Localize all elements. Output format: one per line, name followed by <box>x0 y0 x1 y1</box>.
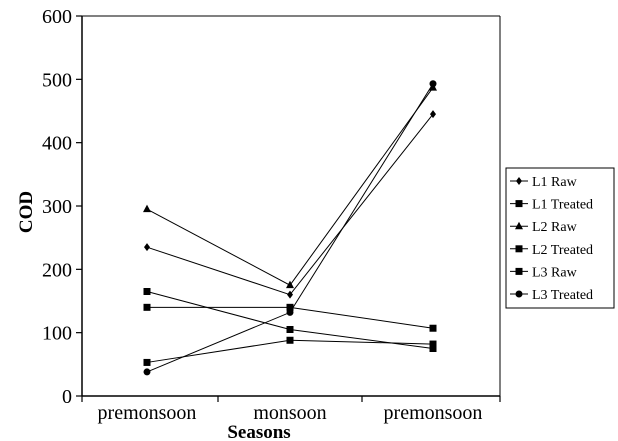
x-tick-label: premonsoon <box>98 402 197 424</box>
data-point <box>286 303 294 311</box>
data-point <box>430 110 436 119</box>
data-point <box>286 326 294 333</box>
legend-label: L1 Treated <box>532 198 593 213</box>
y-tick-label: 500 <box>42 69 72 91</box>
y-tick-label: 600 <box>42 6 72 28</box>
series-l2-raw <box>143 83 437 289</box>
legend-marker <box>515 290 523 298</box>
series-l3-raw <box>143 288 437 352</box>
legend-label: L3 Treated <box>532 288 593 303</box>
series-l3-treated <box>143 80 437 376</box>
data-point <box>287 290 293 299</box>
series-l1-raw <box>144 110 436 299</box>
legend-marker <box>515 200 523 208</box>
data-point <box>429 340 437 348</box>
legend-item: L3 Raw <box>510 265 578 280</box>
y-tick-label: 200 <box>42 259 72 281</box>
y-axis-ticks: 0 100 200 300 400 500 600 <box>42 6 82 408</box>
x-axis-ticks: premonsoon monsoon premonsoon <box>81 396 501 424</box>
legend-label: L1 Raw <box>532 175 578 190</box>
y-tick-label: 300 <box>42 196 72 218</box>
data-point <box>143 368 151 376</box>
legend-item: L2 Raw <box>510 220 578 235</box>
legend-marker <box>515 245 523 253</box>
data-point <box>429 80 437 88</box>
y-tick-label: 400 <box>42 133 72 155</box>
data-point <box>144 243 150 252</box>
data-point <box>286 336 294 344</box>
data-point <box>286 308 294 316</box>
series-line <box>146 87 434 286</box>
x-tick-label: premonsoon <box>384 402 483 424</box>
series-l2-treated <box>143 303 437 332</box>
data-point <box>429 345 437 352</box>
series-l1-treated <box>143 336 437 366</box>
legend-marker <box>515 267 523 275</box>
legend-item: L3 Treated <box>510 288 593 303</box>
legend-marker <box>516 177 522 185</box>
legend-item: L2 Treated <box>510 243 593 258</box>
series-layer <box>143 80 437 376</box>
data-point <box>143 288 151 295</box>
x-axis-title: Seasons <box>227 422 290 441</box>
legend-label: L2 Treated <box>532 243 593 258</box>
legend: L1 Raw L1 Treated L2 Raw L2 Treated L3 Raw L3… <box>505 167 615 309</box>
data-point <box>429 324 437 332</box>
y-tick-label: 100 <box>42 323 72 345</box>
x-tick-label: monsoon <box>253 402 326 424</box>
legend-marker <box>515 221 523 230</box>
data-point <box>286 280 294 289</box>
y-tick-label: 0 <box>62 386 72 408</box>
series-line <box>146 113 434 296</box>
data-point <box>143 358 151 366</box>
legend-item: L1 Raw <box>510 175 578 190</box>
data-point <box>143 204 151 213</box>
legend-label: L2 Raw <box>532 220 578 235</box>
legend-label: L3 Raw <box>532 265 578 280</box>
legend-box <box>505 167 615 309</box>
legend-item: L1 Treated <box>510 198 593 213</box>
data-point <box>143 303 151 311</box>
y-axis-title: COD <box>16 191 37 233</box>
